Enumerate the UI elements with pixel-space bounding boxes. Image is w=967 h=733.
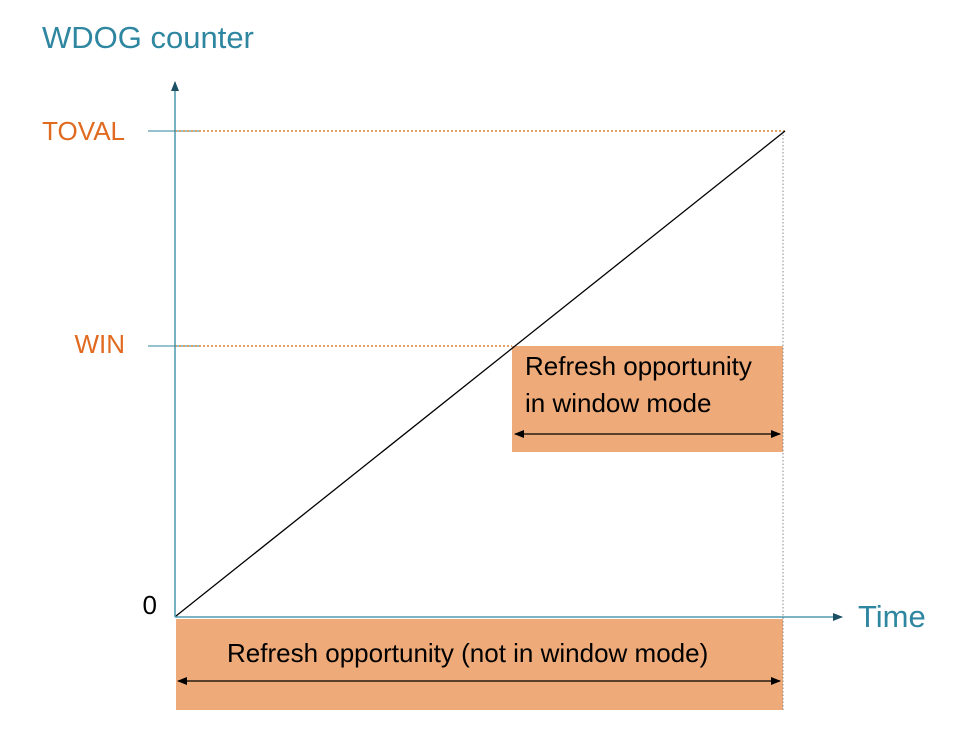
- zero-label: 0: [143, 590, 157, 620]
- window-mode-line2: in window mode: [525, 388, 711, 418]
- not-window-mode-box: [176, 619, 783, 710]
- not-window-mode-label: Refresh opportunity (not in window mode): [227, 638, 708, 668]
- counter-ramp-line: [175, 130, 786, 617]
- toval-label: TOVAL: [42, 116, 125, 146]
- y-axis-title: WDOG counter: [42, 20, 254, 55]
- x-axis-title: Time: [858, 599, 926, 634]
- win-label: WIN: [74, 329, 125, 359]
- window-mode-line1: Refresh opportunity: [525, 351, 752, 381]
